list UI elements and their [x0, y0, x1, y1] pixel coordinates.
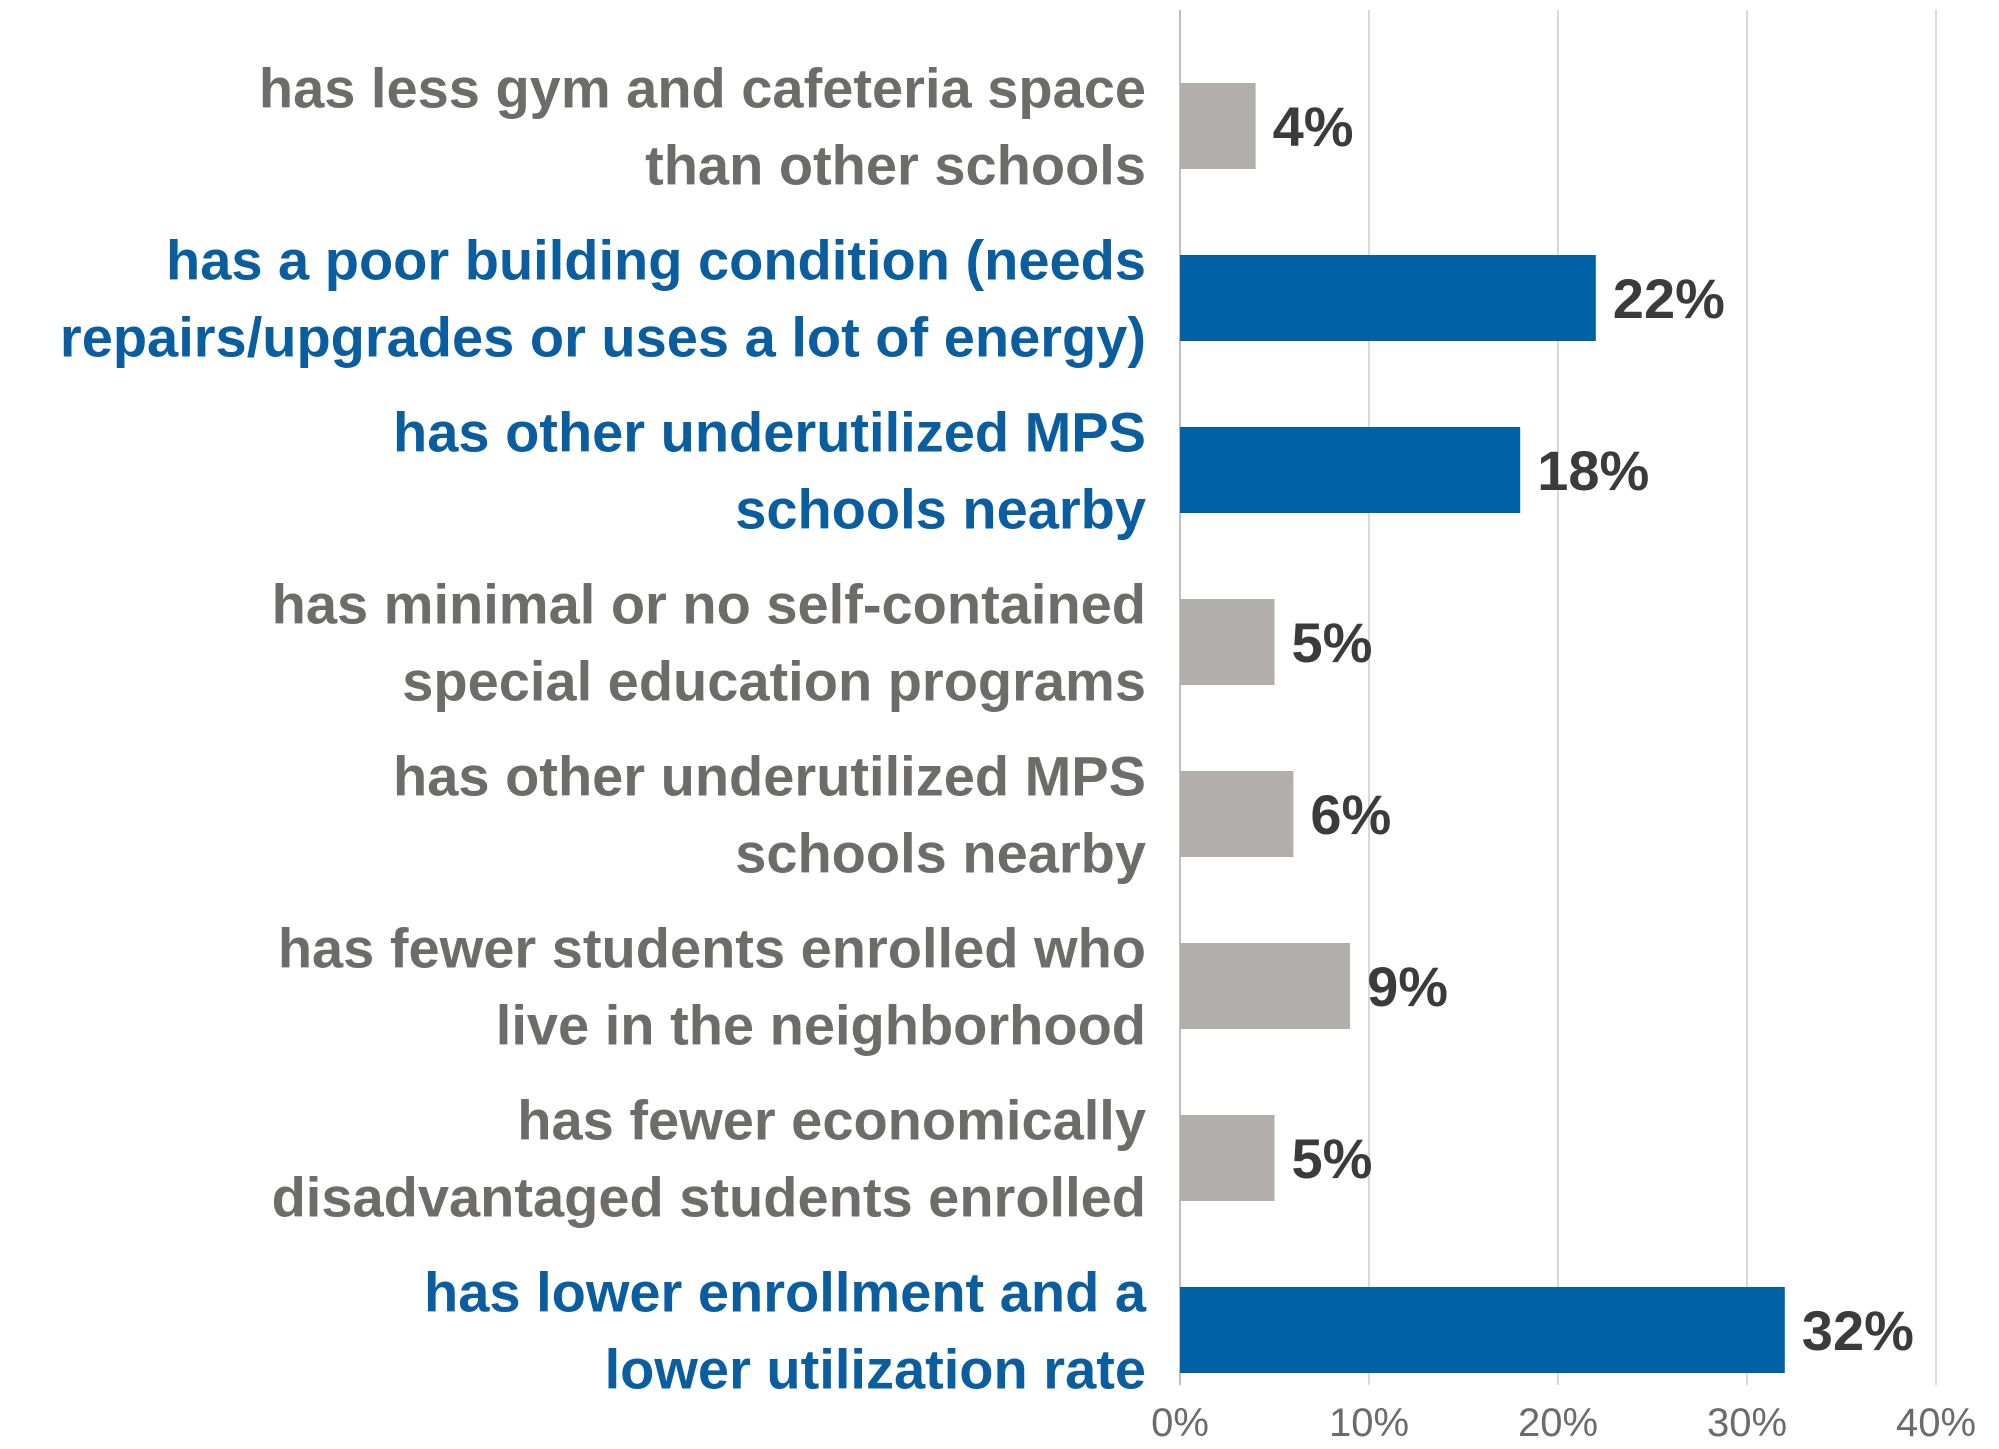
- x-tick-label: 40%: [1896, 1401, 1976, 1445]
- value-label: 32%: [1802, 1299, 1914, 1362]
- category-label: has fewer economically: [517, 1089, 1146, 1152]
- x-tick-label: 20%: [1518, 1401, 1598, 1445]
- category-label: repairs/upgrades or uses a lot of energy…: [60, 306, 1146, 369]
- bar: [1180, 255, 1596, 341]
- bar: [1180, 771, 1294, 857]
- category-label: has minimal or no self-contained: [272, 573, 1146, 636]
- bar: [1180, 427, 1521, 513]
- bar: [1180, 1115, 1275, 1201]
- value-label: 18%: [1537, 439, 1649, 502]
- category-label: than other schools: [645, 134, 1146, 197]
- value-label: 5%: [1292, 1127, 1373, 1190]
- category-label: has fewer students enrolled who: [278, 917, 1146, 980]
- category-label: has less gym and cafeteria space: [259, 57, 1146, 120]
- value-label: 6%: [1310, 783, 1391, 846]
- value-label: 22%: [1613, 267, 1725, 330]
- category-labels: has less gym and cafeteria space than oth…: [60, 57, 1147, 1401]
- category-label: live in the neighborhood: [496, 994, 1146, 1057]
- value-labels: 4% 22% 18% 5% 6% 9% 5% 32%: [1273, 95, 1914, 1362]
- bar: [1180, 943, 1351, 1029]
- value-label: 9%: [1367, 955, 1448, 1018]
- category-label: lower utilization rate: [605, 1338, 1146, 1401]
- value-label: 4%: [1273, 95, 1354, 158]
- category-label: has a poor building condition (needs: [166, 229, 1146, 292]
- category-label: special education programs: [402, 650, 1146, 713]
- category-label: has lower enrollment and a: [424, 1261, 1147, 1324]
- category-label: has other underutilized MPS: [393, 745, 1146, 808]
- bar: [1180, 83, 1256, 169]
- x-tick-label: 0%: [1151, 1401, 1209, 1445]
- value-label: 5%: [1292, 611, 1373, 674]
- x-axis-ticks: 0% 10% 20% 30% 40%: [1151, 1401, 1976, 1445]
- category-label: schools nearby: [735, 478, 1146, 541]
- x-tick-label: 30%: [1707, 1401, 1787, 1445]
- bar: [1180, 1287, 1785, 1373]
- category-label: disadvantaged students enrolled: [272, 1166, 1146, 1229]
- x-tick-label: 10%: [1329, 1401, 1409, 1445]
- bars: [1180, 83, 1785, 1373]
- category-label: schools nearby: [735, 822, 1146, 885]
- category-label: has other underutilized MPS: [393, 401, 1146, 464]
- bar: [1180, 599, 1275, 685]
